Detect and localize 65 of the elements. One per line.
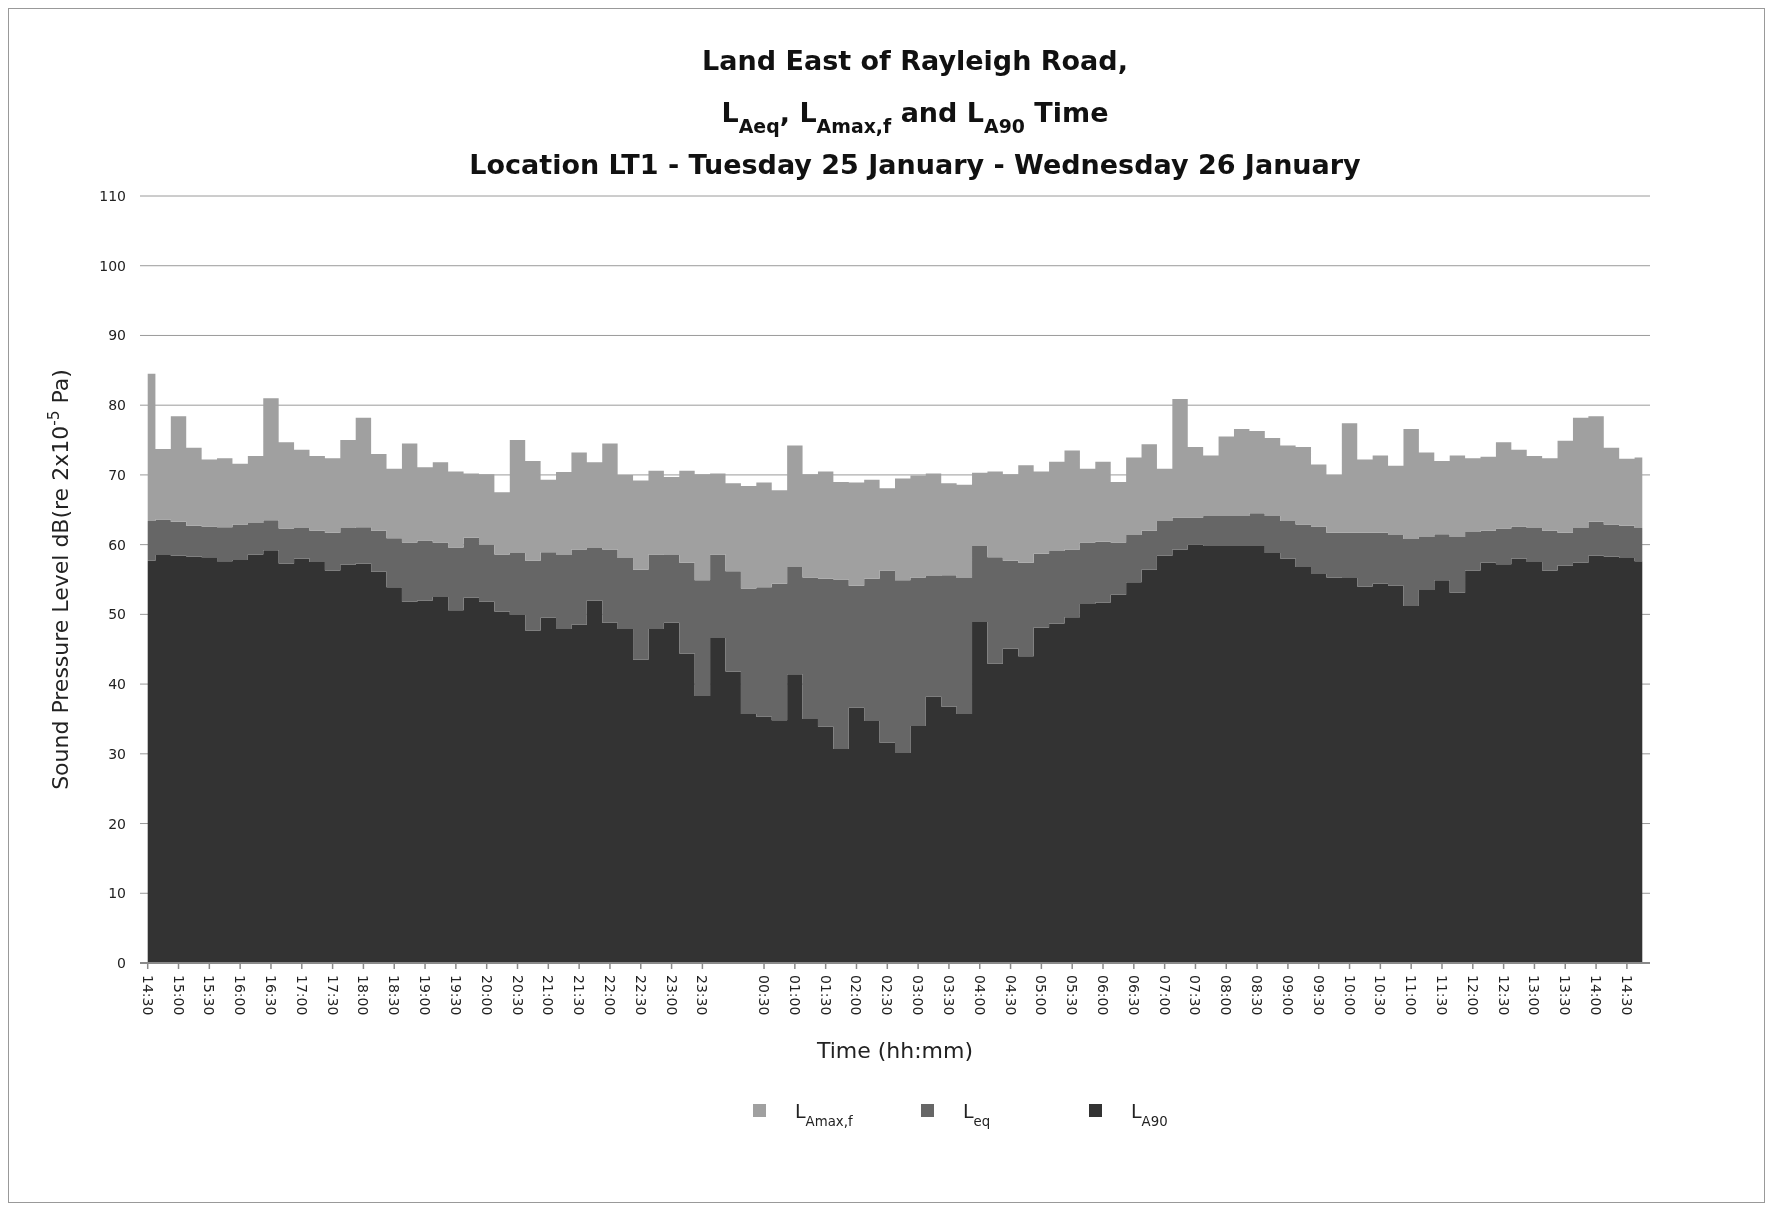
x-tick-label: 12:30 <box>1495 975 1512 1016</box>
x-tick-label: 10:00 <box>1341 975 1358 1016</box>
x-tick-label: 16:00 <box>232 975 249 1016</box>
x-tick-label: 16:30 <box>262 975 279 1016</box>
x-tick-label: 10:30 <box>1372 975 1389 1016</box>
x-tick-label: 01:00 <box>786 975 803 1016</box>
x-tick-label: 21:30 <box>571 975 588 1016</box>
x-tick-label: 11:00 <box>1403 975 1420 1016</box>
y-tick-label: 30 <box>108 745 126 762</box>
x-tick-label: 18:00 <box>355 975 372 1016</box>
x-tick-label: 12:00 <box>1464 975 1481 1016</box>
x-tick-label: 03:00 <box>910 975 927 1016</box>
x-tick-label: 05:30 <box>1064 975 1081 1016</box>
x-tick-label: 14:30 <box>1618 975 1635 1016</box>
x-tick-label: 09:30 <box>1310 975 1327 1016</box>
x-tick-label: 02:30 <box>879 975 896 1016</box>
x-tick-label: 17:30 <box>324 975 341 1016</box>
x-tick-label: 07:30 <box>1187 975 1204 1016</box>
x-tick-label: 13:00 <box>1526 975 1543 1016</box>
x-tick-label: 21:00 <box>540 975 557 1016</box>
x-tick-label: 22:30 <box>632 975 649 1016</box>
y-tick-label: 10 <box>108 885 126 902</box>
x-tick-label: 23:30 <box>694 975 711 1016</box>
x-tick-label: 00:30 <box>756 975 773 1016</box>
x-tick-label: 19:30 <box>447 975 464 1016</box>
x-axis-title: Time (hh:mm) <box>815 1038 974 1063</box>
x-tick-label: 03:30 <box>940 975 957 1016</box>
chart-title: Land East of Rayleigh Road, L$_{Aeq}$, L$_{Amax,f}$ and L$_{A90}$ Time Location LT1 - Tuesday 25 January - Wednesday 26 January <box>469 45 1361 180</box>
x-tick-label: 23:00 <box>663 975 680 1016</box>
x-tick-label: 02:00 <box>848 975 865 1016</box>
x-tick-label: 20:30 <box>509 975 526 1016</box>
y-tick-label: 110 <box>99 188 126 204</box>
x-tick-label: 08:30 <box>1249 975 1266 1016</box>
x-tick-label: 08:00 <box>1218 975 1235 1016</box>
y-tick-label: 40 <box>108 676 126 693</box>
x-tick-label: 11:30 <box>1433 975 1450 1016</box>
x-tick-label: 15:30 <box>201 975 218 1016</box>
y-tick-label: 20 <box>108 815 126 832</box>
x-tick-label: 19:00 <box>417 975 434 1016</box>
y-tick-label: 50 <box>108 606 126 623</box>
x-tick-label: 18:30 <box>386 975 403 1016</box>
x-tick-label: 09:00 <box>1279 975 1296 1016</box>
legend-label: L$_{A90}$ <box>1131 1100 1168 1129</box>
legend-label: L$_{Amax,f}$ <box>795 1100 853 1129</box>
x-tick-label: 14:30 <box>139 975 156 1016</box>
x-tick-label: 04:30 <box>1002 975 1019 1016</box>
y-tick-label: 100 <box>99 257 126 274</box>
x-tick-label: 01:30 <box>817 975 834 1016</box>
x-tick-label: 05:00 <box>1033 975 1050 1016</box>
x-tick-label: 06:00 <box>1095 975 1112 1016</box>
x-tick-label: 15:00 <box>170 975 187 1016</box>
y-tick-label: 60 <box>108 536 126 553</box>
x-tick-label: 17:00 <box>293 975 310 1016</box>
y-tick-label: 0 <box>117 955 126 971</box>
x-tick-label: 04:00 <box>971 975 988 1016</box>
x-tick-label: 22:00 <box>601 975 618 1016</box>
legend-label: L$_{eq}$ <box>963 1100 991 1129</box>
x-tick-label: 06:30 <box>1125 975 1142 1016</box>
y-tick-label: 70 <box>108 466 126 483</box>
x-tick-label: 14:00 <box>1588 975 1605 1016</box>
x-tick-label: 07:00 <box>1156 975 1173 1016</box>
x-tick-label: 13:30 <box>1557 975 1574 1016</box>
y-tick-label: 80 <box>108 397 126 414</box>
x-tick-label: 20:00 <box>478 975 495 1016</box>
y-tick-label: 90 <box>108 327 126 344</box>
